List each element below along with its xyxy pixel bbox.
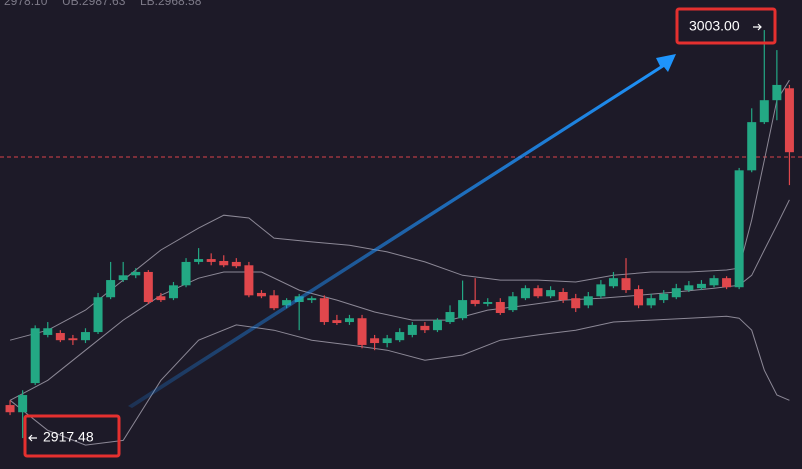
header-value: LB:2968.58: [140, 0, 202, 8]
candle-body: [558, 291, 568, 301]
highlight-box: [675, 7, 777, 45]
candle-body: [357, 318, 367, 345]
candle-body: [696, 283, 706, 289]
label-arrow: [753, 23, 762, 31]
candle-body: [332, 320, 342, 324]
candle-body: [520, 288, 530, 299]
candle-body: [194, 259, 204, 262]
low-label: 2917.48: [43, 429, 94, 445]
candle-body: [344, 318, 354, 323]
candle-body: [533, 288, 543, 297]
candle-body: [93, 297, 103, 333]
candle-body: [772, 84, 782, 101]
candle-body: [621, 278, 631, 291]
label-arrow: [28, 434, 37, 442]
candle-body: [219, 260, 229, 266]
candle-body: [407, 324, 417, 335]
candle-body: [395, 332, 405, 341]
candle-body: [282, 300, 292, 306]
candle-body: [508, 296, 518, 311]
candle-body: [244, 265, 254, 296]
candle-body: [571, 298, 581, 309]
candle-body: [784, 88, 794, 153]
candle-body: [634, 289, 644, 306]
candle-body: [181, 261, 191, 286]
candle-body: [68, 338, 78, 341]
candle-body: [143, 271, 153, 303]
candle-body: [30, 328, 40, 384]
header-value: 2978.10: [4, 0, 48, 8]
candle-body: [319, 298, 329, 323]
candle-body: [206, 259, 216, 262]
candle-body: [747, 122, 757, 171]
candle-body: [483, 302, 493, 304]
candle-body: [445, 312, 455, 323]
candle-body: [722, 278, 732, 288]
bands: [0, 79, 802, 446]
candle-body: [583, 296, 593, 306]
candle-body: [269, 295, 279, 309]
band-line: [9, 315, 790, 446]
candle-body: [307, 298, 317, 301]
trend-arrow: [128, 54, 676, 408]
candle-body: [709, 278, 719, 286]
candles: [5, 30, 794, 439]
candle-body: [659, 293, 669, 301]
candle-body: [168, 285, 178, 299]
candle-body: [106, 280, 116, 298]
candle-body: [546, 290, 556, 297]
candle-body: [55, 333, 65, 341]
candle-body: [131, 271, 141, 276]
candle-body: [458, 300, 468, 319]
candle-body: [684, 285, 694, 291]
candle-body: [646, 298, 656, 306]
candle-body: [420, 325, 430, 331]
candle-body: [118, 275, 128, 281]
candle-body: [5, 405, 15, 413]
candle-body: [370, 338, 380, 344]
header-value: UB:2987.63: [62, 0, 126, 8]
candle-body: [671, 288, 681, 298]
candle-body: [80, 332, 90, 341]
candle-body: [608, 278, 618, 287]
candle-body: [759, 100, 769, 123]
candle-body: [43, 328, 53, 335]
candle-body: [470, 300, 480, 304]
band-line: [9, 79, 790, 341]
band-line: [9, 199, 790, 401]
candle-body: [256, 292, 266, 297]
candle-body: [18, 395, 28, 413]
candle-body: [231, 261, 241, 267]
candle-body: [382, 338, 392, 344]
candle-body: [432, 320, 442, 331]
candle-body: [596, 284, 606, 297]
candle-body: [495, 302, 505, 313]
high-label: 3003.00: [689, 18, 740, 34]
candle-body: [156, 296, 166, 301]
candle-body: [734, 170, 744, 288]
highlight-box: [23, 414, 121, 458]
